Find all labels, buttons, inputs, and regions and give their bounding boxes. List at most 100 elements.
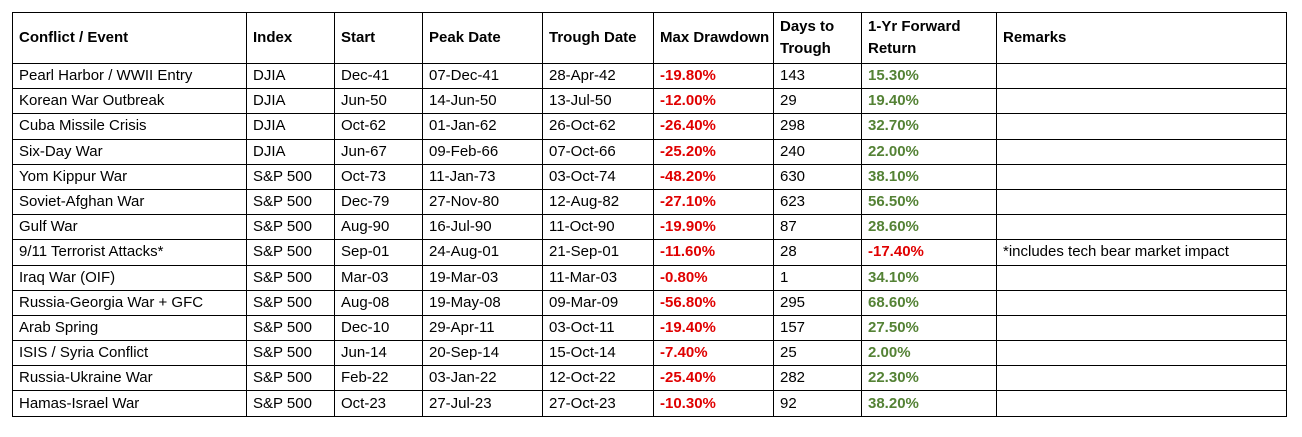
- cell-trough-date: 21-Sep-01: [542, 239, 654, 266]
- cell-forward-return: 19.40%: [861, 88, 997, 115]
- cell-index: S&P 500: [246, 163, 335, 190]
- cell-trough-date: 03-Oct-11: [542, 314, 654, 342]
- header-row: Conflict / Event Index Start Peak Date T…: [12, 12, 1287, 64]
- cell-max-drawdown: -19.90%: [653, 214, 774, 241]
- cell-start: Jun-67: [334, 138, 423, 165]
- cell-trough-date: 27-Oct-23: [542, 390, 654, 417]
- cell-remarks: [996, 390, 1287, 417]
- cell-trough-date: 09-Mar-09: [542, 289, 654, 316]
- table-row: Iraq War (OIF) S&P 500 Mar-03 19-Mar-03 11-M…: [12, 264, 1287, 291]
- cell-start: Aug-90: [334, 214, 423, 241]
- cell-max-drawdown: -25.40%: [653, 365, 774, 392]
- cell-days-to-trough: 29: [773, 88, 862, 115]
- cell-index: S&P 500: [246, 365, 335, 392]
- header-trough-date: Trough Date: [542, 12, 654, 64]
- header-conflict: Conflict / Event: [12, 12, 247, 64]
- header-remarks: Remarks: [996, 12, 1287, 64]
- table-body: Pearl Harbor / WWII Entry DJIA Dec-41 07-De…: [12, 62, 1287, 417]
- header-max-drawdown: Max Drawdown: [653, 12, 774, 64]
- cell-index: S&P 500: [246, 239, 335, 266]
- table-row: Arab Spring S&P 500 Dec-10 29-Apr-11 03-Oct-…: [12, 314, 1287, 342]
- cell-remarks: [996, 314, 1287, 342]
- table-row: Cuba Missile Crisis DJIA Oct-62 01-Jan-62 26…: [12, 113, 1287, 140]
- cell-max-drawdown: -26.40%: [653, 113, 774, 140]
- cell-peak-date: 27-Jul-23: [422, 390, 543, 417]
- table-row: Yom Kippur War S&P 500 Oct-73 11-Jan-73 03-O…: [12, 163, 1287, 190]
- cell-start: Feb-22: [334, 365, 423, 392]
- cell-days-to-trough: 28: [773, 239, 862, 266]
- cell-peak-date: 07-Dec-41: [422, 62, 543, 90]
- cell-remarks: [996, 365, 1287, 392]
- cell-forward-return: -17.40%: [861, 239, 997, 266]
- table-row: 9/11 Terrorist Attacks* S&P 500 Sep-01 24-A…: [12, 239, 1287, 266]
- cell-start: Mar-03: [334, 264, 423, 291]
- cell-index: S&P 500: [246, 289, 335, 316]
- cell-days-to-trough: 1: [773, 264, 862, 291]
- cell-forward-return: 38.20%: [861, 390, 997, 417]
- cell-days-to-trough: 25: [773, 340, 862, 367]
- cell-max-drawdown: -25.20%: [653, 138, 774, 165]
- table-row: Korean War Outbreak DJIA Jun-50 14-Jun-50 13…: [12, 88, 1287, 115]
- cell-start: Aug-08: [334, 289, 423, 316]
- table-row: Soviet-Afghan War S&P 500 Dec-79 27-Nov-80 1…: [12, 188, 1287, 216]
- cell-conflict: Pearl Harbor / WWII Entry: [12, 62, 247, 90]
- cell-index: S&P 500: [246, 188, 335, 216]
- cell-remarks: [996, 138, 1287, 165]
- cell-days-to-trough: 87: [773, 214, 862, 241]
- cell-start: Oct-62: [334, 113, 423, 140]
- cell-forward-return: 2.00%: [861, 340, 997, 367]
- cell-max-drawdown: -56.80%: [653, 289, 774, 316]
- cell-trough-date: 26-Oct-62: [542, 113, 654, 140]
- cell-index: S&P 500: [246, 264, 335, 291]
- cell-peak-date: 16-Jul-90: [422, 214, 543, 241]
- cell-peak-date: 11-Jan-73: [422, 163, 543, 190]
- cell-peak-date: 24-Aug-01: [422, 239, 543, 266]
- cell-trough-date: 13-Jul-50: [542, 88, 654, 115]
- cell-max-drawdown: -0.80%: [653, 264, 774, 291]
- cell-forward-return: 32.70%: [861, 113, 997, 140]
- cell-forward-return: 68.60%: [861, 289, 997, 316]
- cell-peak-date: 14-Jun-50: [422, 88, 543, 115]
- cell-forward-return: 34.10%: [861, 264, 997, 291]
- cell-forward-return: 22.00%: [861, 138, 997, 165]
- cell-index: DJIA: [246, 138, 335, 165]
- table-row: Russia-Georgia War + GFC S&P 500 Aug-08 19-…: [12, 289, 1287, 316]
- cell-conflict: Yom Kippur War: [12, 163, 247, 190]
- cell-peak-date: 01-Jan-62: [422, 113, 543, 140]
- cell-conflict: Hamas-Israel War: [12, 390, 247, 417]
- cell-days-to-trough: 630: [773, 163, 862, 190]
- cell-conflict: Cuba Missile Crisis: [12, 113, 247, 140]
- cell-index: S&P 500: [246, 314, 335, 342]
- cell-max-drawdown: -10.30%: [653, 390, 774, 417]
- cell-start: Dec-79: [334, 188, 423, 216]
- cell-peak-date: 27-Nov-80: [422, 188, 543, 216]
- cell-remarks: [996, 113, 1287, 140]
- table-row: ISIS / Syria Conflict S&P 500 Jun-14 20-Sep…: [12, 340, 1287, 367]
- cell-start: Oct-73: [334, 163, 423, 190]
- cell-peak-date: 19-Mar-03: [422, 264, 543, 291]
- header-start: Start: [334, 12, 423, 64]
- cell-index: DJIA: [246, 62, 335, 90]
- cell-conflict: Gulf War: [12, 214, 247, 241]
- cell-index: S&P 500: [246, 214, 335, 241]
- cell-trough-date: 07-Oct-66: [542, 138, 654, 165]
- cell-start: Oct-23: [334, 390, 423, 417]
- cell-conflict: Soviet-Afghan War: [12, 188, 247, 216]
- cell-max-drawdown: -27.10%: [653, 188, 774, 216]
- cell-conflict: Russia-Georgia War + GFC: [12, 289, 247, 316]
- cell-max-drawdown: -7.40%: [653, 340, 774, 367]
- cell-index: S&P 500: [246, 340, 335, 367]
- cell-remarks: [996, 62, 1287, 90]
- cell-days-to-trough: 240: [773, 138, 862, 165]
- cell-peak-date: 29-Apr-11: [422, 314, 543, 342]
- cell-forward-return: 27.50%: [861, 314, 997, 342]
- cell-start: Jun-14: [334, 340, 423, 367]
- cell-max-drawdown: -19.80%: [653, 62, 774, 90]
- cell-trough-date: 11-Mar-03: [542, 264, 654, 291]
- cell-conflict: 9/11 Terrorist Attacks*: [12, 239, 247, 266]
- table-row: Russia-Ukraine War S&P 500 Feb-22 03-Jan-22…: [12, 365, 1287, 392]
- cell-max-drawdown: -12.00%: [653, 88, 774, 115]
- cell-trough-date: 28-Apr-42: [542, 62, 654, 90]
- cell-forward-return: 28.60%: [861, 214, 997, 241]
- table-row: Hamas-Israel War S&P 500 Oct-23 27-Jul-23 27…: [12, 390, 1287, 417]
